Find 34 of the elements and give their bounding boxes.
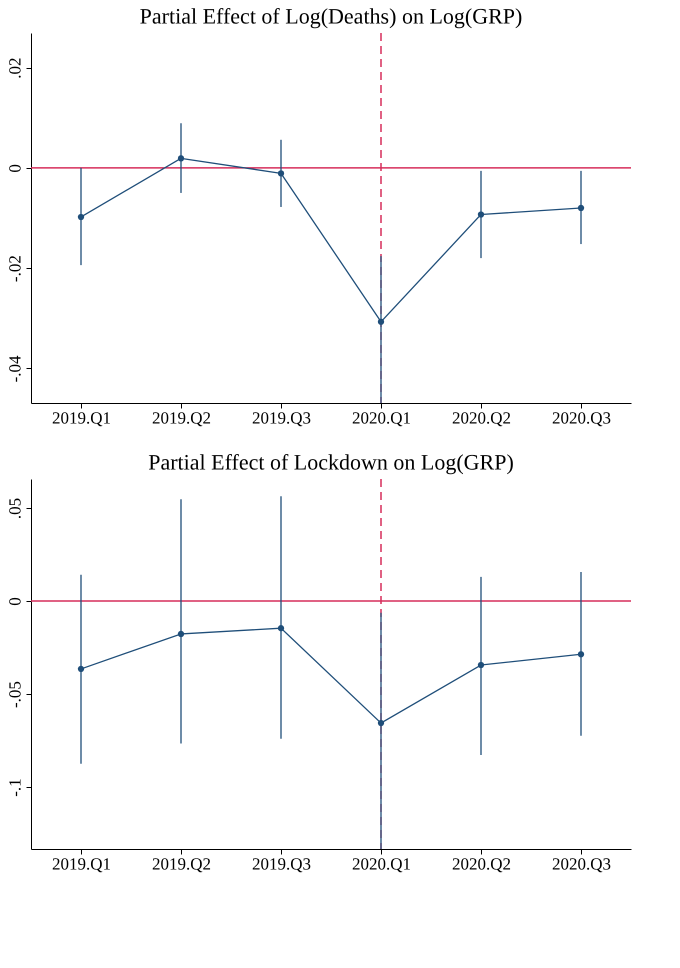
point [378,318,384,325]
point [578,651,584,658]
y-tick-label: .02 [6,57,24,79]
x-tick-label: 2020.Q3 [552,408,612,428]
y-tick-label: -.05 [6,681,24,708]
x-tick-label: 2019.Q1 [52,408,112,428]
y-tick-label: 0 [6,597,24,606]
x-tick-label: 2019.Q1 [52,854,112,874]
point [578,204,584,212]
y-tick-label: -.02 [6,255,24,282]
y-tick-label: .05 [6,498,24,520]
x-tick-label: 2020.Q2 [452,854,512,874]
x-tick-label: 2020.Q2 [452,408,512,428]
x-tick-label: 2019.Q3 [252,408,312,428]
point [378,720,384,726]
y-tick-label: 0 [6,164,24,173]
x-tick-label: 2020.Q1 [352,854,412,874]
y-tick-label: -.1 [6,778,24,797]
point [178,630,184,638]
chart-title: Partial Effect of Log(Deaths) on Log(GRP) [140,3,522,28]
x-tick-label: 2019.Q3 [252,854,312,874]
x-tick-label: 2019.Q2 [152,854,212,874]
point [278,625,284,632]
point [478,211,484,218]
point [178,155,184,162]
point [78,666,84,672]
x-tick-label: 2020.Q1 [352,408,412,428]
chart-title: Partial Effect of Lockdown on Log(GRP) [148,449,514,474]
point [478,662,484,668]
y-tick-label: -.04 [6,354,24,382]
x-tick-label: 2020.Q3 [552,854,612,874]
x-tick-label: 2019.Q2 [152,408,212,428]
point [278,170,284,177]
point [78,214,84,220]
